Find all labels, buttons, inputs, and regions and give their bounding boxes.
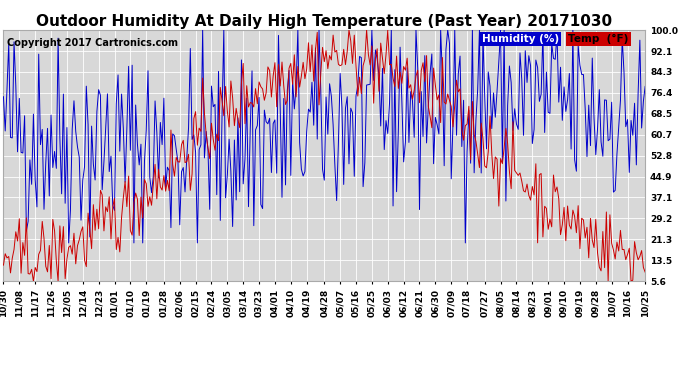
Title: Outdoor Humidity At Daily High Temperature (Past Year) 20171030: Outdoor Humidity At Daily High Temperatu… [37,14,612,29]
Text: Humidity (%): Humidity (%) [482,34,559,44]
Text: Temp  (°F): Temp (°F) [568,34,629,44]
Text: Copyright 2017 Cartronics.com: Copyright 2017 Cartronics.com [7,38,177,48]
